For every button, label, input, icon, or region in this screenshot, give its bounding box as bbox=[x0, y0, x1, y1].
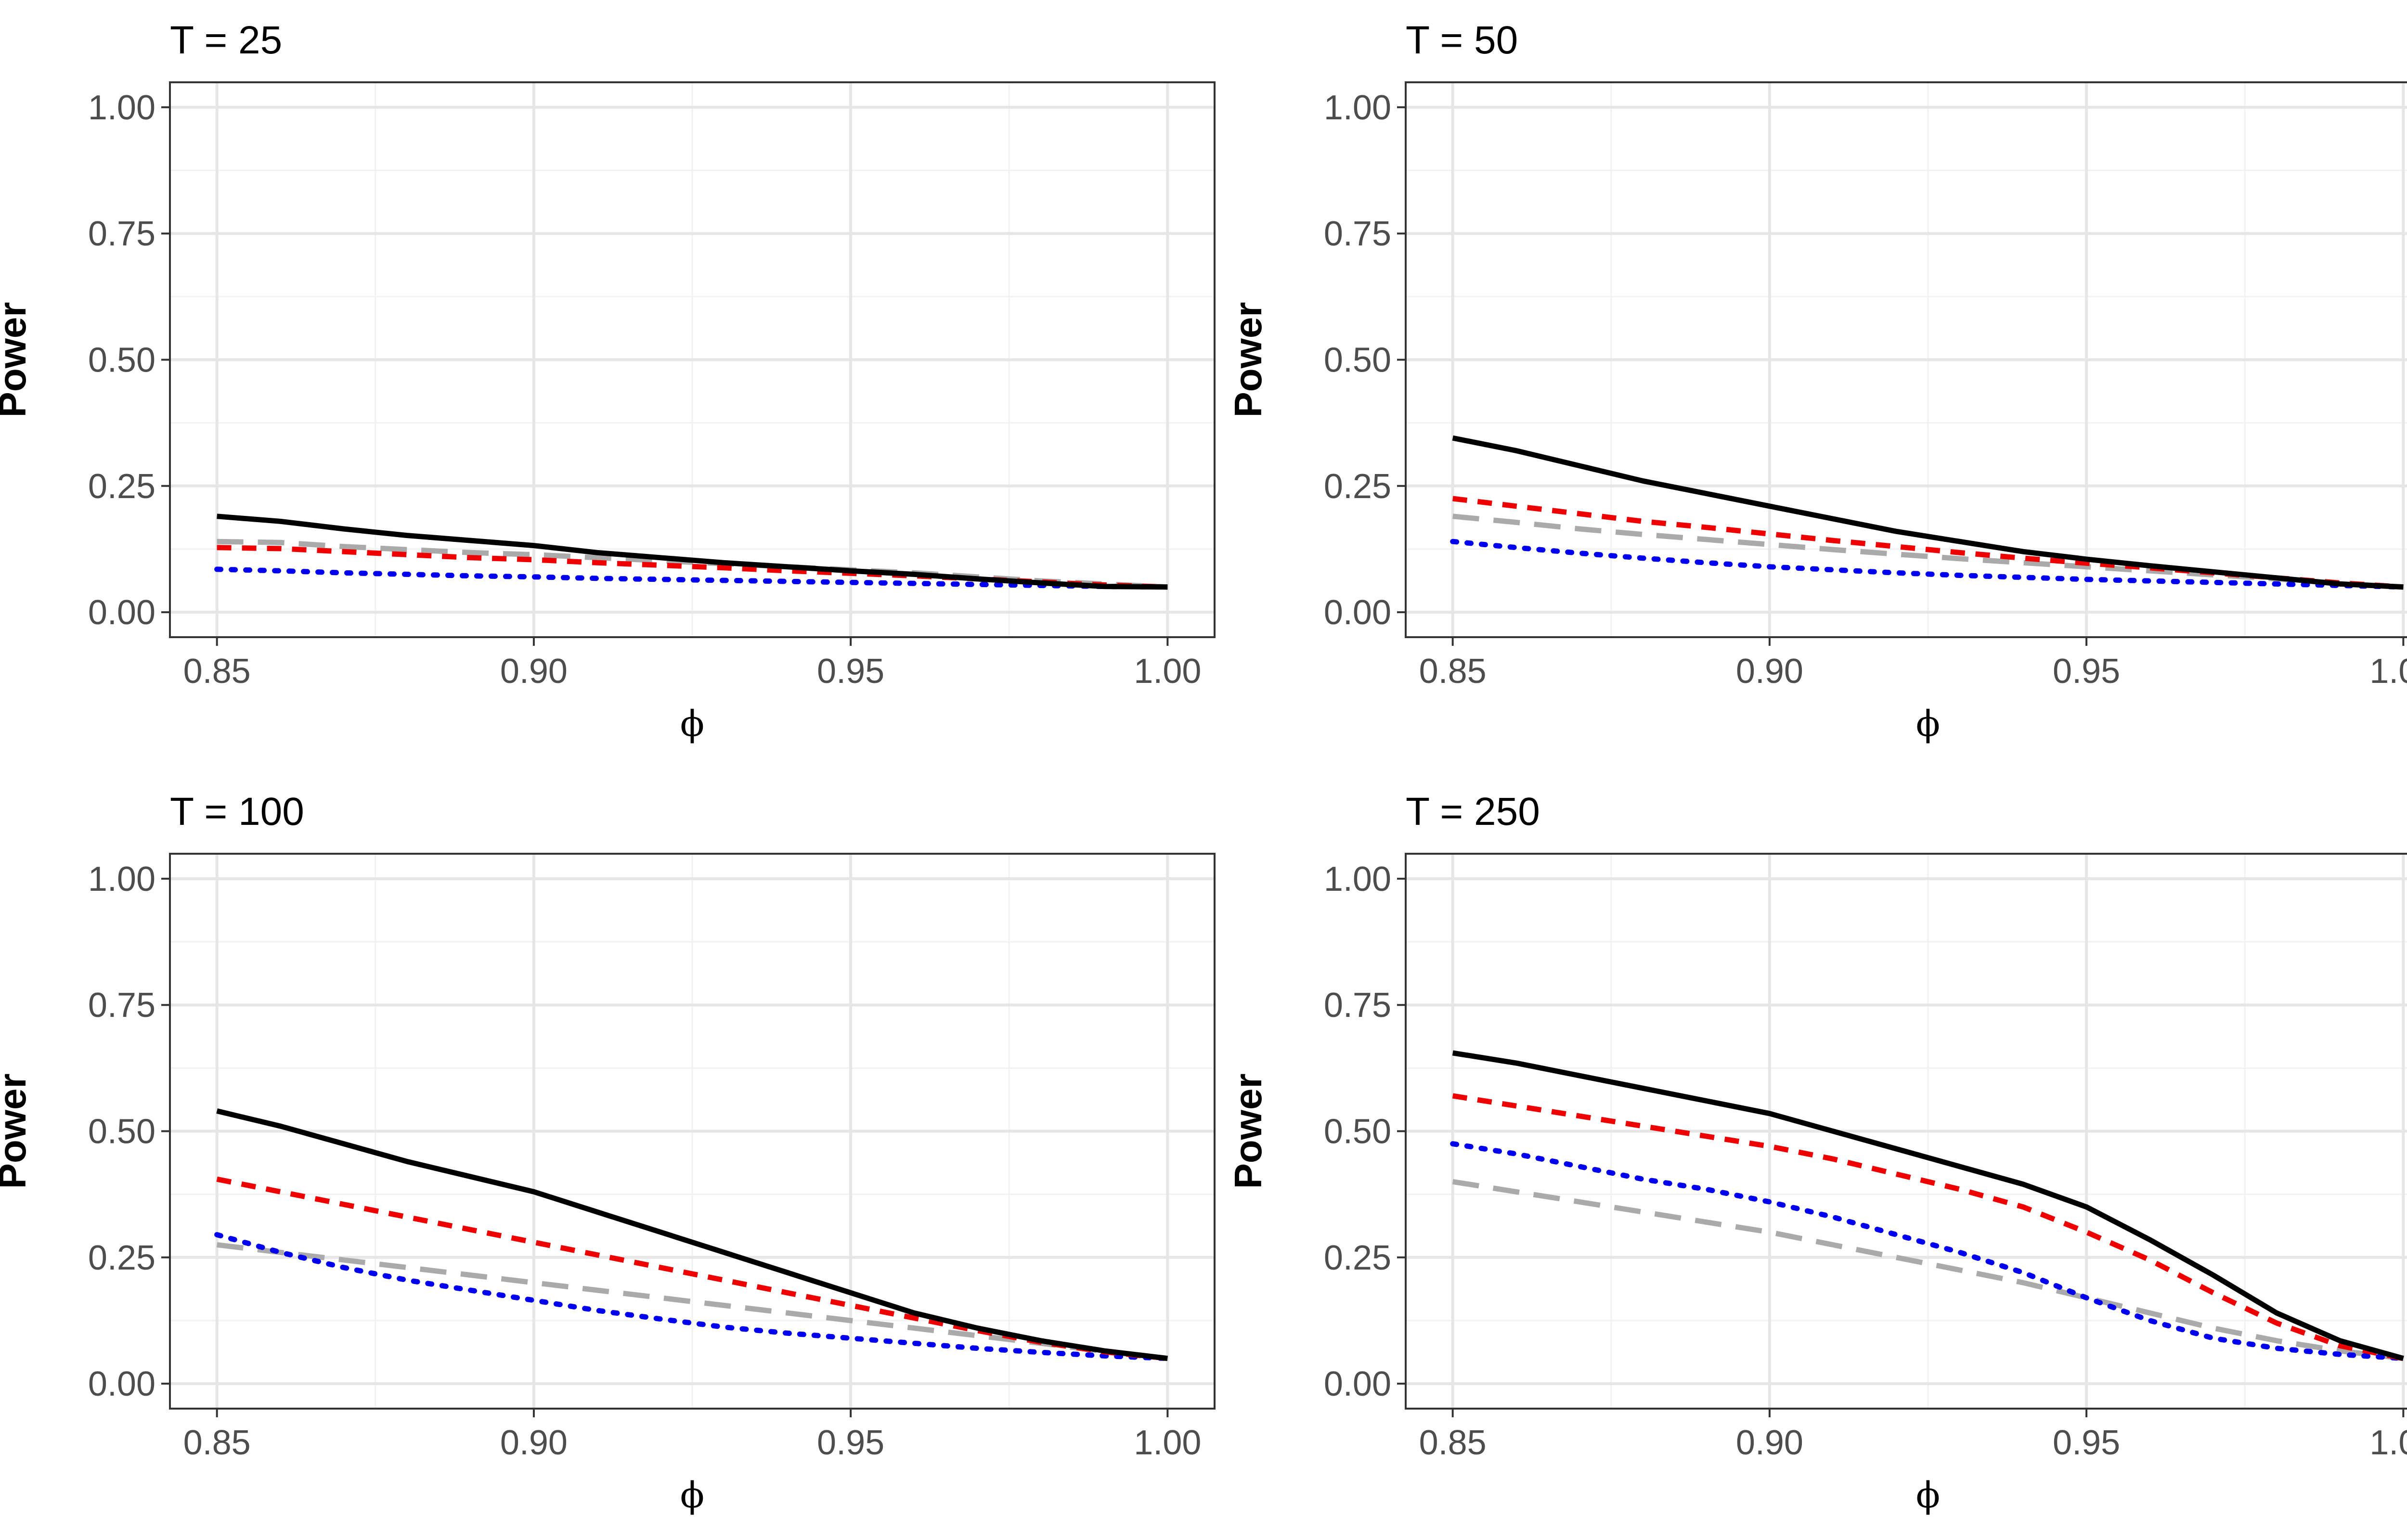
y-tick-label: 0.75 bbox=[88, 215, 155, 253]
panel-4: 0.00 0.25 0.50 0.75 1.00 0.85 0.90 0.95 1.00 T = … bbox=[1227, 790, 2407, 1516]
x-tick-label: 0.90 bbox=[1736, 1424, 1803, 1462]
y-tick-label: 0.75 bbox=[88, 986, 155, 1025]
x-tick-label: 0.90 bbox=[500, 652, 568, 691]
y-tick-label: 0.50 bbox=[88, 1113, 155, 1151]
x-tick-label: 1.00 bbox=[2369, 1424, 2407, 1462]
y-tick-label: 0.50 bbox=[1324, 1113, 1391, 1151]
x-tick-label: 0.85 bbox=[183, 652, 251, 691]
x-tick-label: 0.95 bbox=[2053, 1424, 2120, 1462]
y-tick-label: 0.25 bbox=[1324, 1239, 1391, 1277]
x-tick-label: 1.00 bbox=[2369, 652, 2407, 691]
series-line-blue-dotted bbox=[214, 1232, 1170, 1361]
panel-3: 0.00 0.25 0.50 0.75 1.00 0.85 0.90 0.95 1.00 T = … bbox=[0, 790, 1216, 1516]
y-axis-title: Power bbox=[1227, 302, 1269, 417]
x-tick-label: 0.95 bbox=[2053, 652, 2120, 691]
y-tick-label: 0.50 bbox=[88, 341, 155, 380]
y-tick-label: 0.00 bbox=[1324, 593, 1391, 632]
series-line-blue-dotted bbox=[214, 566, 1170, 590]
y-axis-title: Power bbox=[0, 1073, 34, 1189]
y-tick-label: 0.00 bbox=[1324, 1365, 1391, 1403]
x-tick-label: 0.85 bbox=[1419, 652, 1487, 691]
x-tick-label: 0.85 bbox=[183, 1424, 251, 1462]
y-tick-label: 0.25 bbox=[88, 467, 155, 506]
y-tick-label: 1.00 bbox=[1324, 89, 1391, 127]
panel-title: T = 250 bbox=[1406, 790, 1540, 834]
x-tick-label: 1.00 bbox=[1134, 1424, 1201, 1462]
x-tick-label: 0.95 bbox=[817, 1424, 884, 1462]
series-line-black-solid bbox=[1452, 1050, 2404, 1361]
series-line-red-dashed bbox=[1452, 1093, 2404, 1361]
x-tick-label: 0.90 bbox=[500, 1424, 568, 1462]
x-axis-title: ϕ bbox=[1916, 703, 1940, 744]
series-line-black-solid bbox=[217, 513, 1168, 590]
panel-2: 0.00 0.25 0.50 0.75 1.00 0.85 0.90 0.95 1.00 T = … bbox=[1227, 18, 2407, 744]
y-axis-title: Power bbox=[1227, 1073, 1269, 1189]
series-line-blue-dotted bbox=[1450, 539, 2406, 590]
x-axis-title: ϕ bbox=[1916, 1475, 1940, 1516]
panel-title: T = 100 bbox=[170, 790, 304, 834]
y-tick-label: 1.00 bbox=[88, 89, 155, 127]
y-axis-title: Power bbox=[0, 302, 34, 417]
series-line-black-solid bbox=[216, 1108, 1168, 1361]
series-line-red-dashed bbox=[1452, 496, 2404, 590]
y-tick-label: 0.25 bbox=[88, 1239, 155, 1277]
x-tick-label: 1.00 bbox=[1134, 652, 1201, 691]
y-tick-label: 0.25 bbox=[1324, 467, 1391, 506]
series-line-black-solid bbox=[1452, 435, 2404, 590]
chart-panels: 0.00 0.25 0.50 0.75 1.00 0.85 0.90 0.95 1.00 T = … bbox=[0, 18, 2407, 1516]
panel-title: T = 25 bbox=[170, 18, 282, 62]
y-tick-label: 0.75 bbox=[1324, 986, 1391, 1025]
x-axis-title: ϕ bbox=[680, 703, 704, 744]
y-tick-label: 0.00 bbox=[88, 1365, 155, 1403]
x-axis-title: ϕ bbox=[680, 1475, 704, 1516]
panel-title: T = 50 bbox=[1406, 18, 1518, 62]
y-tick-label: 0.75 bbox=[1324, 215, 1391, 253]
x-tick-label: 0.90 bbox=[1736, 652, 1803, 691]
y-tick-label: 1.00 bbox=[88, 860, 155, 898]
series-line-blue-dotted bbox=[1450, 1141, 2406, 1361]
series-line-gray-longdash bbox=[216, 1242, 1168, 1361]
panel-1: 0.00 0.25 0.50 0.75 1.00 0.85 0.90 0.95 1.00 T = … bbox=[0, 18, 1216, 744]
x-tick-label: 0.95 bbox=[817, 652, 884, 691]
y-tick-label: 0.50 bbox=[1324, 341, 1391, 380]
series-line-red-dashed bbox=[217, 545, 1168, 590]
y-tick-label: 1.00 bbox=[1324, 860, 1391, 898]
y-tick-label: 0.00 bbox=[88, 593, 155, 632]
x-tick-label: 0.85 bbox=[1419, 1424, 1487, 1462]
